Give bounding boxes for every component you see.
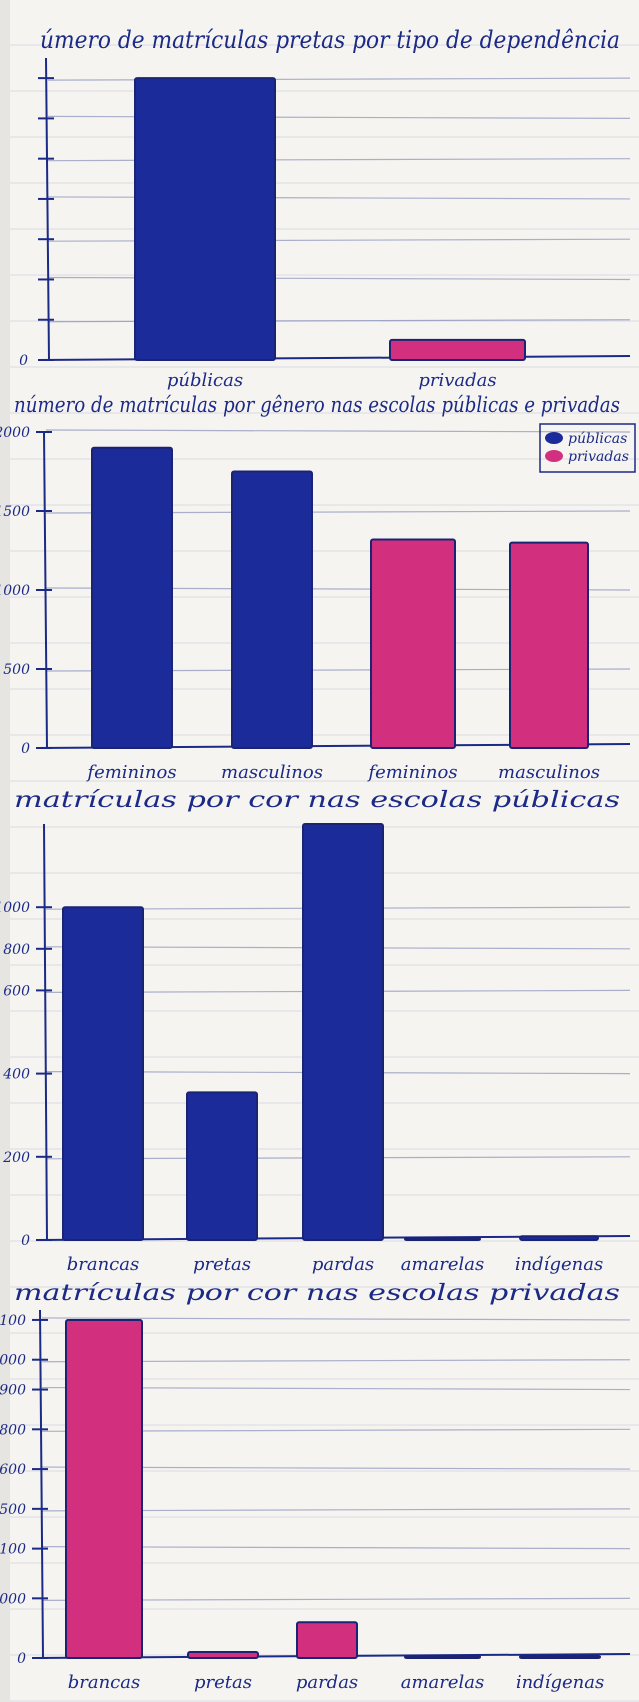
legend-swatch-privadas (545, 450, 563, 462)
bar-pretas-publicas (186, 1091, 258, 1241)
y-tick-label: 800 (0, 1422, 26, 1438)
category-label: femininos (85, 762, 176, 783)
bar-pretas-privadas (187, 1651, 259, 1660)
gridline (41, 1317, 631, 1321)
legend-swatch-publicas (545, 432, 563, 444)
bar-públicas-publicas (134, 77, 276, 361)
category-label: amarelas (401, 1254, 485, 1275)
bar-privadas-privadas (389, 338, 526, 362)
y-tick-label: 0 (21, 1233, 30, 1249)
y-tick-label: 0 (21, 741, 30, 757)
y-tick-label: 400 (2, 1067, 30, 1083)
bar-amarelas-privadas (404, 1655, 481, 1659)
y-tick-label: 600 (3, 983, 30, 999)
category-label: masculinos (498, 762, 600, 783)
category-label: indígenas (515, 1254, 603, 1275)
category-label: públicas (167, 370, 243, 391)
y-tick-label: 2000 (0, 425, 30, 441)
category-label: pardas (312, 1254, 374, 1275)
category-label: femininos (366, 762, 457, 783)
bar-brancas-privadas (65, 1318, 143, 1659)
y-tick-label: 100 (0, 1542, 26, 1558)
y-tick-label: 1000 (0, 1353, 26, 1369)
y-tick-label: 1000 (0, 1591, 26, 1607)
legend-label: privadas (568, 449, 629, 465)
category-label: pretas (193, 1254, 251, 1275)
legend-box (539, 423, 636, 473)
category-label: amarelas (401, 1672, 485, 1693)
chart-title: úmero de matrículas pretas por tipo de d… (40, 26, 620, 54)
bar-pardas-publicas (302, 823, 384, 1241)
category-label: indígenas (516, 1672, 604, 1693)
y-tick-label: 1100 (0, 1313, 26, 1329)
chart-title: matrículas por cor nas escolas privadas (14, 1281, 620, 1306)
y-tick-label: 1000 (0, 583, 30, 599)
y-tick-label: 900 (0, 1383, 26, 1399)
category-label: brancas (67, 1254, 140, 1275)
y-tick-label: 0 (19, 353, 28, 369)
bar-femininos-publicas (91, 446, 173, 749)
bar-pardas-privadas (296, 1621, 358, 1659)
y-tick-label: 0 (17, 1651, 26, 1667)
chart-title: matrículas por cor nas escolas públicas (14, 788, 620, 813)
bar-masculinos-privadas (509, 541, 589, 749)
bar-femininos-privadas (370, 538, 456, 749)
gridline (45, 429, 631, 433)
chart-title: número de matrículas por gênero nas esco… (14, 393, 620, 417)
category-label: brancas (68, 1672, 141, 1693)
y-tick-label: 1000 (0, 900, 30, 916)
y-axis (45, 57, 50, 361)
bar-brancas-publicas (62, 906, 144, 1241)
bar-amarelas-publicas (404, 1237, 481, 1241)
y-axis (39, 1309, 44, 1659)
category-label: masculinos (221, 762, 323, 783)
page-edge (0, 0, 10, 1702)
y-tick-label: 500 (3, 662, 30, 678)
x-axis (39, 355, 631, 361)
bar-masculinos-publicas (231, 470, 313, 749)
category-label: pardas (296, 1672, 358, 1693)
y-tick-label: 1500 (0, 504, 30, 520)
y-axis (43, 823, 48, 1241)
bar-indígenas-privadas (519, 1655, 601, 1659)
bar-indígenas-publicas (519, 1235, 599, 1241)
y-tick-label: 600 (0, 1462, 26, 1478)
y-tick-label: 500 (0, 1502, 26, 1518)
y-tick-label: 800 (3, 942, 30, 958)
category-label: privadas (418, 370, 496, 391)
y-tick-label: 200 (2, 1150, 30, 1166)
category-label: pretas (194, 1672, 252, 1693)
legend-label: públicas (568, 431, 627, 447)
